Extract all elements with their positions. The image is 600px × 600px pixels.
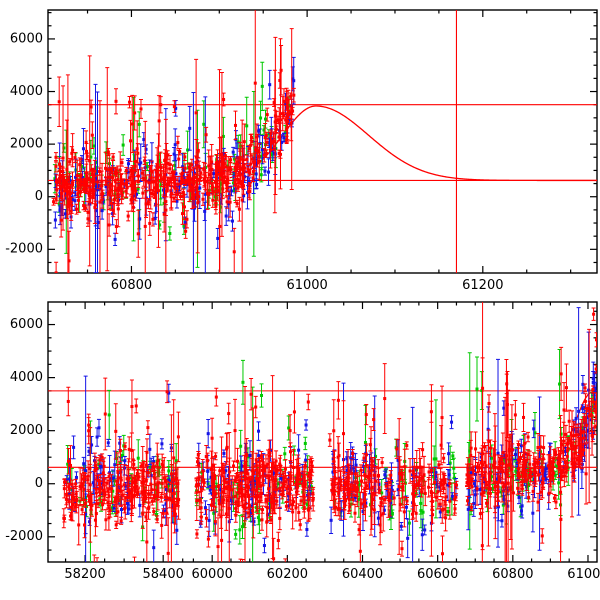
light-curve-chart-canvas xyxy=(0,0,600,600)
light-curve-figure xyxy=(0,0,600,600)
